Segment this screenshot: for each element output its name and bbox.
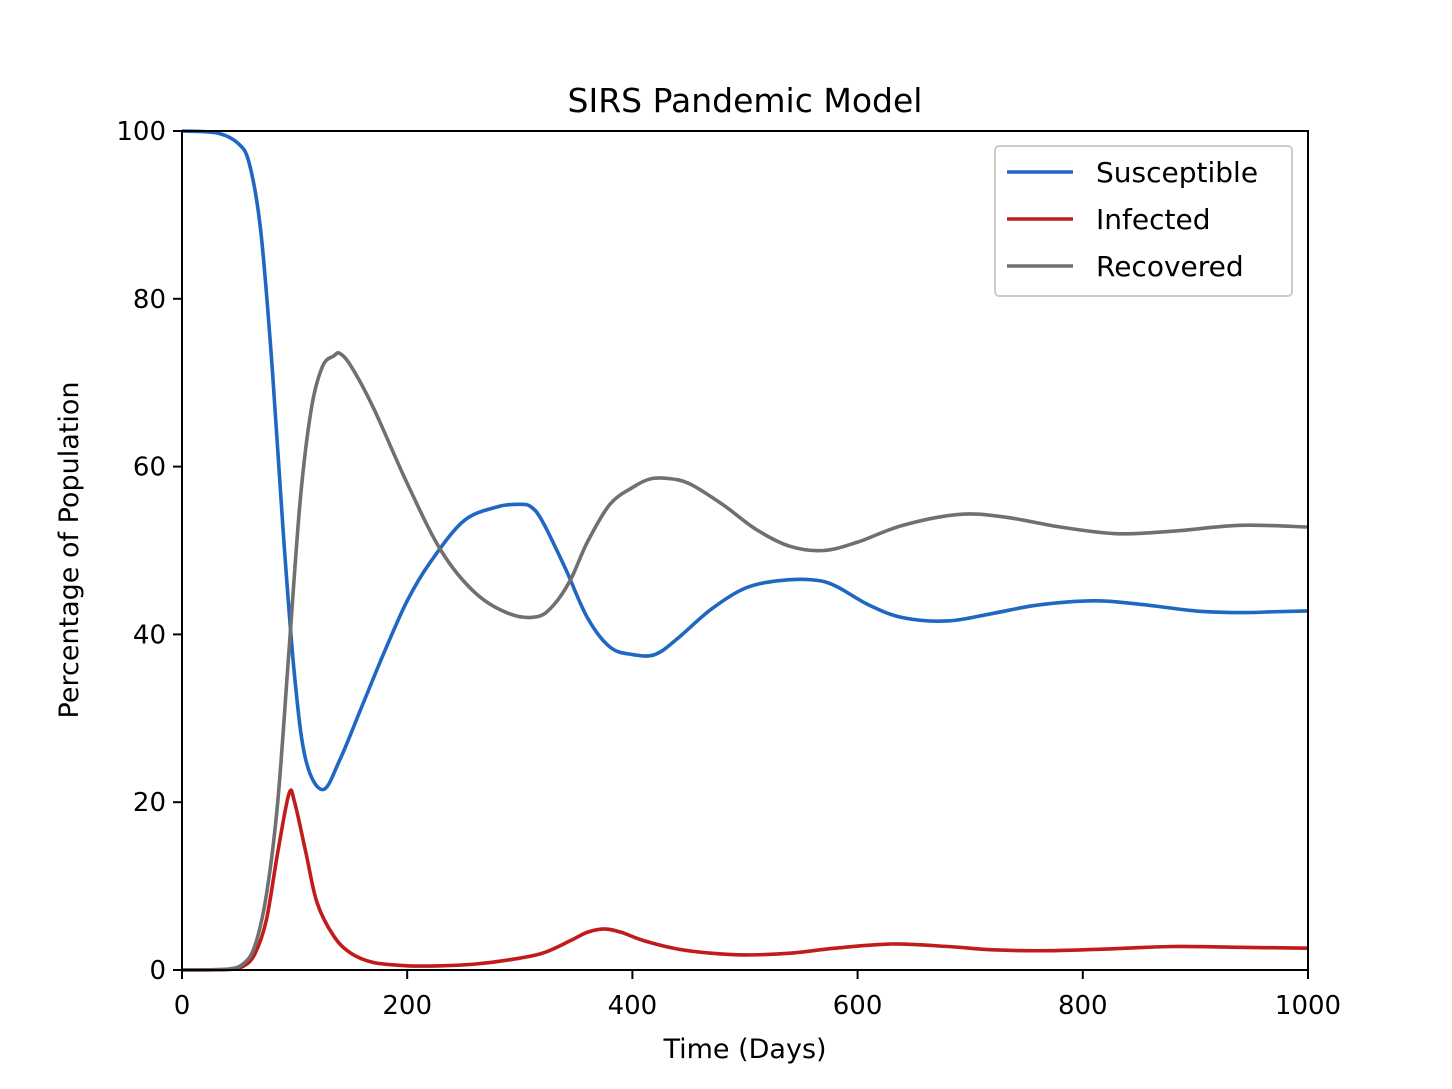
x-tick-label: 400 [608, 991, 658, 1021]
legend-label: Susceptible [1096, 156, 1258, 189]
legend: Susceptible Infected Recovered [994, 145, 1293, 297]
y-tick-label: 40 [133, 620, 166, 650]
chart-title: SIRS Pandemic Model [568, 81, 923, 120]
legend-label: Recovered [1096, 250, 1244, 283]
ticks-layer: 0 200 400 600 800 1000 0 20 40 60 80 100 [116, 117, 1341, 1021]
plot-area: 0 200 400 600 800 1000 0 20 40 60 80 100 [116, 117, 1341, 1021]
legend-label: Infected [1096, 203, 1210, 236]
legend-box [994, 145, 1293, 297]
axes-frame [181, 130, 1309, 971]
y-tick-label: 100 [116, 117, 166, 147]
x-tick-label: 800 [1058, 991, 1108, 1021]
y-axis-label: Percentage of Population [54, 382, 85, 719]
x-axis-label: Time (Days) [662, 1034, 826, 1065]
x-tick-label: 1000 [1275, 991, 1341, 1021]
series-line-recovered [182, 350, 1308, 972]
y-tick-label: 60 [133, 453, 166, 483]
series-line-susceptible [182, 129, 1308, 792]
y-tick-label: 80 [133, 285, 166, 315]
series-layer [182, 129, 1308, 972]
y-tick-label: 20 [133, 788, 166, 818]
y-tick-label: 0 [149, 956, 166, 986]
x-tick-label: 0 [174, 991, 191, 1021]
series-line-infected [182, 788, 1308, 972]
x-tick-label: 200 [382, 991, 432, 1021]
x-tick-label: 600 [833, 991, 883, 1021]
